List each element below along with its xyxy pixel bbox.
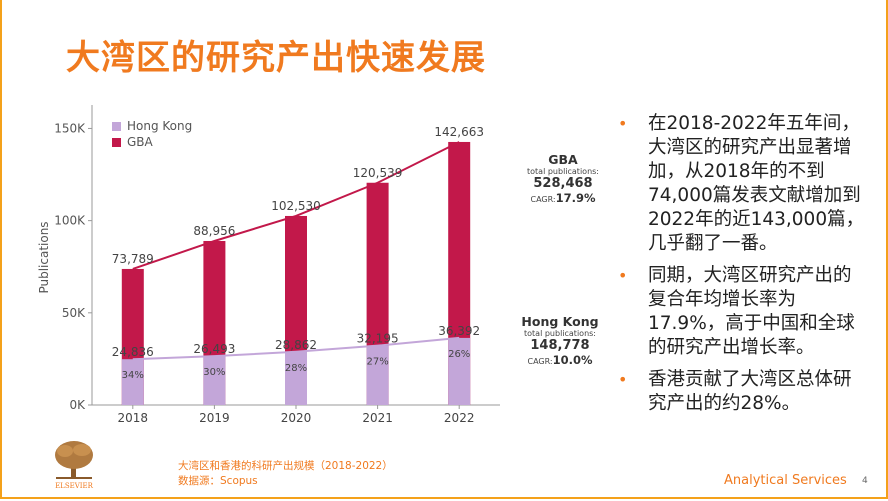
bullet-list: • 在2018-2022年五年间，大湾区的研究产出显著增加，从2018年的不到74… [618, 112, 868, 424]
x-tick-label: 2021 [362, 411, 393, 425]
hk-summary: Hong Kong total publications: 148,778 CA… [505, 314, 615, 367]
y-axis-title: Publications [37, 221, 51, 293]
data-label-hong-kong-share: 28% [285, 363, 307, 374]
data-label-gba: 73,789 [112, 252, 154, 266]
x-tick-label: 2019 [199, 411, 230, 425]
data-label-hong-kong: 32,195 [357, 332, 399, 346]
page-number: 4 [862, 476, 868, 486]
y-tick-label: 50K [62, 306, 86, 320]
data-label-gba: 142,663 [434, 125, 484, 139]
data-label-hong-kong-share: 30% [203, 367, 225, 378]
bullet-item: • 香港贡献了大湾区总体研究产出的约28%。 [618, 368, 868, 416]
footer-note-line2: 数据源：Scopus [178, 475, 258, 487]
data-label-hong-kong-share: 27% [366, 357, 388, 368]
logo-text: ELSEVIER [55, 482, 94, 490]
gba-summary-total: 528,468 [533, 176, 593, 191]
legend-swatch-hong-kong [112, 121, 121, 131]
data-label-hong-kong: 24,836 [112, 345, 154, 359]
gba-summary: GBA total publications: 528,468 CAGR:17.… [508, 152, 618, 205]
bar-hong-kong [203, 356, 226, 405]
legend-item-hong-kong: Hong Kong [112, 118, 192, 134]
data-label-gba: 88,956 [193, 224, 235, 238]
gba-summary-cagr: CAGR:17.9% [530, 191, 596, 205]
bullet-marker-icon: • [618, 370, 628, 389]
footer-brand: Analytical Services [724, 473, 847, 488]
x-tick-label: 2020 [281, 411, 312, 425]
hk-summary-total: 148,778 [530, 338, 590, 353]
line-hong-kong [132, 336, 460, 361]
bar-hong-kong [366, 345, 389, 405]
data-label-hong-kong: 28,862 [275, 338, 317, 352]
x-tick-label: 2022 [444, 411, 475, 425]
y-tick-label: 150K [54, 121, 86, 135]
bullet-text: 同期，大湾区研究产出的复合年均增长率为17.9%，高于中国和全球的研究产出增长率… [648, 265, 855, 358]
elsevier-logo: ELSEVIER [55, 441, 94, 490]
hk-summary-cagr: CAGR:10.0% [527, 353, 593, 367]
bullet-item: • 同期，大湾区研究产出的复合年均增长率为17.9%，高于中国和全球的研究产出增长… [618, 264, 868, 360]
y-tick-label: 0K [69, 398, 86, 412]
footer-note-line1: 大湾区和香港的科研产出规模（2018-2022） [178, 460, 393, 472]
hk-summary-sub: total publications: [524, 329, 596, 338]
line-gba [132, 141, 460, 270]
legend-item-gba: GBA [112, 134, 192, 150]
legend-label-hong-kong: Hong Kong [127, 119, 193, 133]
x-tick-label: 2018 [118, 411, 149, 425]
data-label-gba: 102,530 [271, 199, 321, 213]
bullet-marker-icon: • [618, 266, 628, 285]
bullet-item: • 在2018-2022年五年间，大湾区的研究产出显著增加，从2018年的不到74… [618, 112, 868, 256]
data-label-hong-kong: 36,392 [438, 324, 480, 338]
footer-note: 大湾区和香港的科研产出规模（2018-2022） 数据源：Scopus [178, 459, 393, 489]
bullet-marker-icon: • [618, 114, 628, 133]
hk-summary-name: Hong Kong [521, 314, 599, 329]
bar-hong-kong [121, 359, 144, 405]
legend-label-gba: GBA [127, 135, 153, 149]
chart-legend: Hong Kong GBA [112, 118, 192, 150]
data-label-gba: 120,539 [353, 166, 403, 180]
data-label-hong-kong-share: 26% [448, 349, 470, 360]
bullet-text: 在2018-2022年五年间，大湾区的研究产出显著增加，从2018年的不到74,… [648, 113, 865, 254]
legend-swatch-gba [112, 137, 121, 147]
bar-hong-kong [285, 351, 307, 405]
y-tick-label: 100K [54, 214, 86, 228]
data-label-hong-kong: 26,493 [193, 342, 235, 356]
gba-summary-name: GBA [548, 152, 578, 167]
gba-summary-sub: total publications: [527, 167, 599, 176]
data-label-hong-kong-share: 34% [122, 370, 144, 381]
publications-chart: 0K 50K 100K 150K Publications 2018 2019 2020 202… [37, 105, 500, 425]
bullet-text: 香港贡献了大湾区总体研究产出的约28%。 [648, 369, 852, 414]
bar-hong-kong [448, 337, 471, 405]
page-title: 大湾区的研究产出快速发展 [66, 38, 486, 78]
